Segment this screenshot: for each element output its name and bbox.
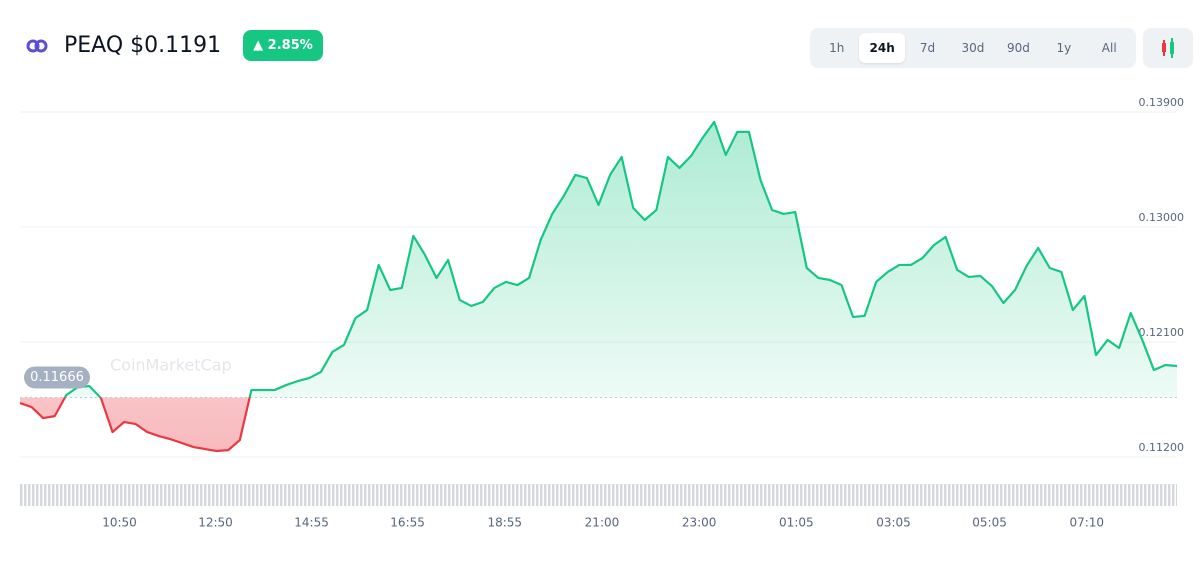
coin-name: PEAQ <box>64 33 124 58</box>
timeframe-tab[interactable]: All <box>1101 41 1117 55</box>
x-tick-label: 05:05 <box>972 516 1007 530</box>
candle-button[interactable] <box>1143 28 1193 68</box>
timeframe-tabs: 1h 24h 7d 30d 90d 1y All <box>810 28 1136 68</box>
x-tick-label: 21:00 <box>585 516 620 530</box>
timeframe-tab[interactable]: 7d <box>919 41 936 55</box>
volume-strip <box>20 484 1177 506</box>
baseline-label: 0.11666 <box>30 370 84 385</box>
coin-price: $0.1191 <box>130 33 222 58</box>
timeframe-tab[interactable]: 1y <box>1056 41 1072 55</box>
timeframe-tab[interactable]: 90d <box>1006 41 1030 55</box>
x-tick-label: 14:55 <box>294 516 329 530</box>
y-tick-label: 0.12100 <box>1139 326 1185 339</box>
y-tick-label: 0.13000 <box>1139 211 1185 224</box>
area-up <box>20 121 1177 398</box>
price-line-up <box>63 120 1178 398</box>
area-down <box>20 397 250 452</box>
timeframe-tab[interactable]: 24h <box>859 33 905 63</box>
baseline-pill <box>24 366 90 389</box>
x-tick-label: 03:05 <box>876 516 911 530</box>
x-tick-label: 10:50 <box>102 516 137 530</box>
x-tick-label: 12:50 <box>198 516 233 530</box>
x-tick-label: 18:55 <box>487 516 522 530</box>
timeframe-tab[interactable]: 30d <box>961 41 985 55</box>
watermark: CoinMarketCap <box>110 356 232 375</box>
coin-title: PEAQ $0.1191 <box>64 33 221 58</box>
change-badge: ▲ 2.85% <box>243 30 323 61</box>
change-value: 2.85% <box>267 38 313 53</box>
x-tick-label: 23:00 <box>682 516 717 530</box>
y-tick-label: 0.13900 <box>1139 96 1185 109</box>
header: PEAQ $0.1191 ▲ 2.85% <box>24 30 323 61</box>
x-tick-label: 01:05 <box>779 516 814 530</box>
x-tick-label: 07:10 <box>1069 516 1104 530</box>
candle-icon <box>1162 38 1174 58</box>
coin-icon <box>26 39 48 52</box>
price-line-down <box>19 397 251 453</box>
x-tick-label: 16:55 <box>390 516 425 530</box>
timeframe-tab[interactable]: 1h <box>829 41 845 55</box>
y-tick-label: 0.11200 <box>1139 441 1185 454</box>
